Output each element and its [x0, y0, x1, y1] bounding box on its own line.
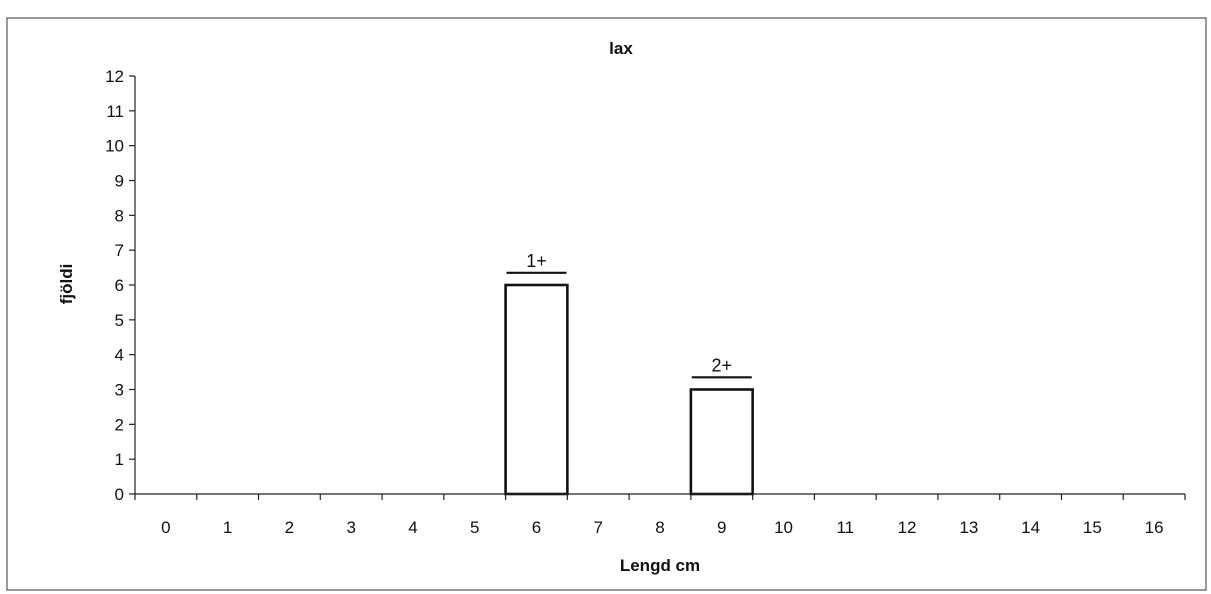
- y-tick-label: 3: [115, 381, 124, 400]
- y-axis-label: fjöldi: [57, 264, 76, 305]
- x-tick-label: 4: [408, 518, 417, 537]
- x-tick-label: 13: [959, 518, 978, 537]
- x-tick-label: 7: [594, 518, 603, 537]
- x-tick-label: 6: [532, 518, 541, 537]
- x-axis-ticks: 0 1 2 3 4 5 6 7 8 9 10 11 12 13 14 15 16: [134, 494, 1186, 537]
- x-tick-label: 1: [223, 518, 232, 537]
- annotations: 1+ 2+: [506, 251, 752, 379]
- x-tick-label: 0: [161, 518, 170, 537]
- chart-title: lax: [609, 39, 633, 58]
- x-tick-label: 10: [774, 518, 793, 537]
- x-tick-label: 14: [1021, 518, 1040, 537]
- y-tick-label: 10: [105, 137, 124, 156]
- x-axis-label: Lengd cm: [620, 556, 700, 575]
- x-tick-label: 9: [717, 518, 726, 537]
- y-tick-label: 5: [115, 311, 124, 330]
- y-tick-label: 2: [115, 415, 124, 434]
- y-tick-label: 8: [115, 206, 124, 225]
- y-tick-label: 12: [105, 67, 124, 86]
- x-tick-label: 16: [1145, 518, 1164, 537]
- x-tick-label: 3: [346, 518, 355, 537]
- y-tick-label: 4: [115, 346, 124, 365]
- annotation-label: 2+: [711, 355, 732, 375]
- y-tick-label: 7: [115, 241, 124, 260]
- annotation-label: 1+: [526, 251, 547, 271]
- x-tick-label: 11: [836, 518, 854, 537]
- y-tick-label: 1: [115, 450, 124, 469]
- y-tick-label: 0: [115, 485, 124, 504]
- bar: [689, 388, 754, 496]
- x-tick-label: 8: [655, 518, 664, 537]
- chart-border: [6, 17, 1207, 591]
- x-tick-label: 12: [898, 518, 917, 537]
- y-tick-label: 9: [115, 172, 124, 191]
- x-tick-label: 15: [1083, 518, 1102, 537]
- y-tick-label: 6: [115, 276, 124, 295]
- bar: [504, 283, 569, 496]
- x-tick-label: 5: [470, 518, 479, 537]
- x-tick-label: 2: [285, 518, 294, 537]
- y-tick-label: 11: [106, 102, 124, 121]
- bars: [504, 283, 754, 496]
